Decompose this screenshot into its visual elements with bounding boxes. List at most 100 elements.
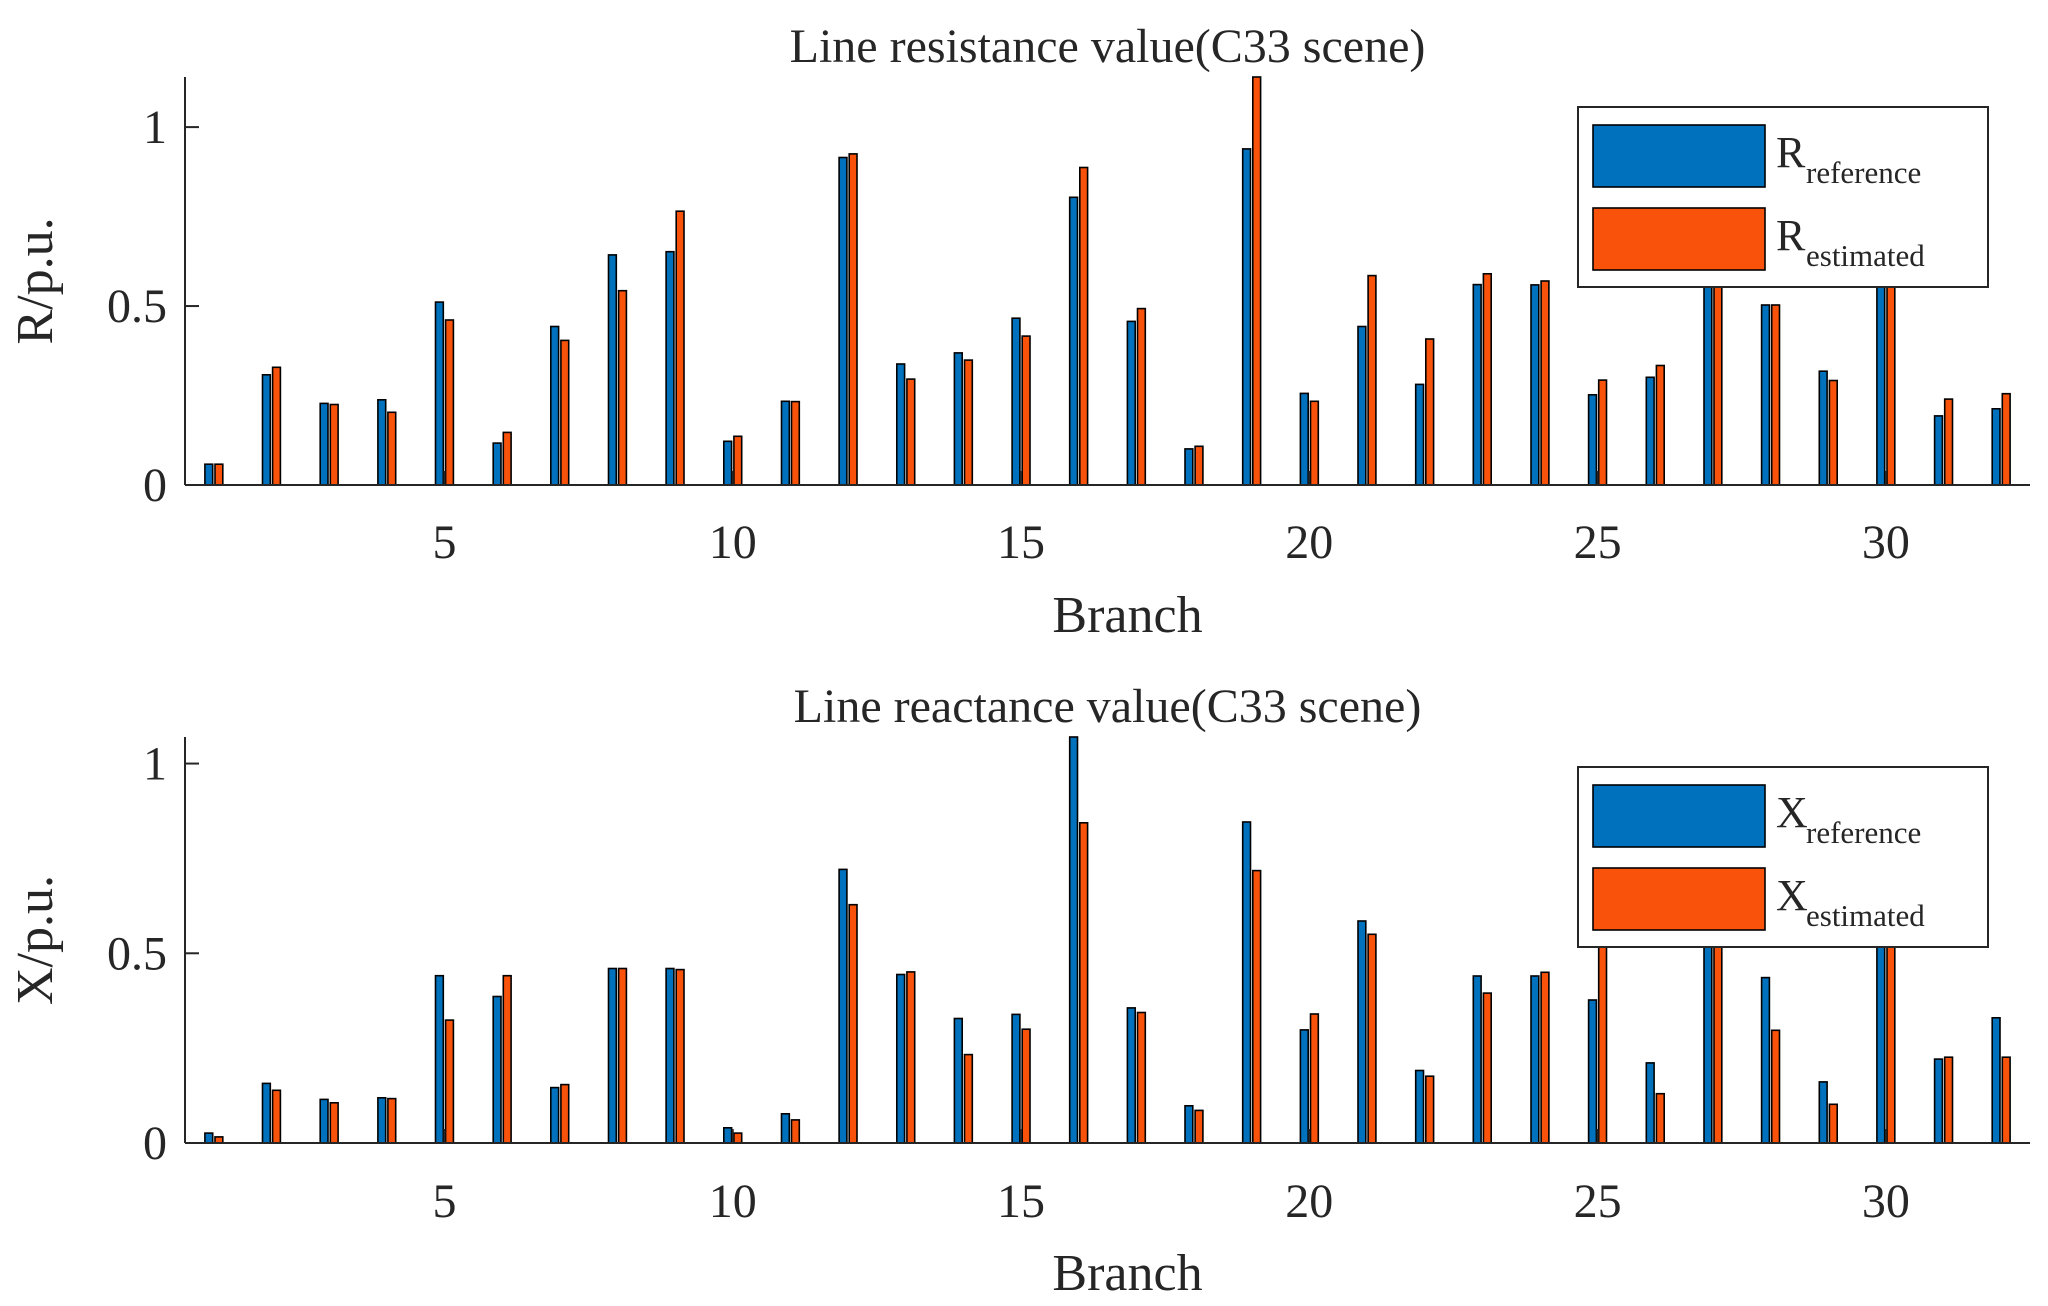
bar-X_reference-32 bbox=[1991, 1016, 2001, 1144]
x-tick-label: 5 bbox=[432, 516, 456, 569]
bar-X_estimated-4 bbox=[387, 1097, 397, 1144]
x-tick-label: 25 bbox=[1574, 516, 1622, 569]
reactance-chart: Line reactance value(C33 scene)00.515 10 1… bbox=[7, 680, 2030, 1302]
bar-X_estimated-29 bbox=[1828, 1103, 1839, 1144]
bar-X_estimated-31 bbox=[1943, 1056, 1954, 1144]
bar-X_estimated-11 bbox=[790, 1119, 801, 1144]
bar-R_reference-13 bbox=[895, 363, 906, 486]
bar-R_reference-22 bbox=[1414, 383, 1425, 486]
legend-label-sub: estimated bbox=[1806, 238, 1925, 273]
bar-X_estimated-23 bbox=[1482, 992, 1493, 1144]
y-tick-label: 0.5 bbox=[107, 927, 167, 980]
bar-X_estimated-7 bbox=[560, 1083, 570, 1144]
bar-X_reference-9 bbox=[665, 967, 675, 1144]
bar-X_estimated-19 bbox=[1252, 869, 1262, 1144]
bar-R_reference-28 bbox=[1760, 304, 1771, 486]
bar-R_reference-7 bbox=[549, 325, 560, 486]
x-tick-label: 30 bbox=[1862, 516, 1910, 569]
bar-X_reference-5 bbox=[434, 974, 445, 1144]
bar-X_estimated-30 bbox=[1886, 933, 1896, 1144]
bar-R_estimated-19 bbox=[1252, 76, 1262, 486]
bar-R_reference-12 bbox=[838, 156, 848, 486]
bar-R_estimated-1 bbox=[214, 463, 224, 486]
bar-R_reference-20 bbox=[1299, 392, 1310, 486]
bar-X_reference-21 bbox=[1357, 920, 1367, 1144]
bar-X_reference-11 bbox=[780, 1113, 791, 1144]
x-tick-label: 10 bbox=[709, 1175, 757, 1228]
bar-X_estimated-27 bbox=[1713, 933, 1723, 1144]
bar-R_estimated-28 bbox=[1770, 304, 1781, 486]
legend-label-sub: reference bbox=[1806, 815, 1921, 850]
bar-X_estimated-20 bbox=[1309, 1013, 1320, 1144]
bar-R_reference-18 bbox=[1184, 448, 1194, 486]
bar-R_reference-29 bbox=[1818, 370, 1828, 486]
x-tick-label: 25 bbox=[1574, 1175, 1622, 1228]
bar-X_estimated-18 bbox=[1194, 1109, 1204, 1144]
bar-X_estimated-13 bbox=[906, 971, 916, 1144]
legend-swatch-X_reference bbox=[1592, 784, 1766, 848]
legend-label-main: R bbox=[1776, 128, 1806, 177]
bar-X_estimated-21 bbox=[1367, 933, 1377, 1144]
bar-R_estimated-2 bbox=[271, 366, 282, 486]
bar-X_reference-25 bbox=[1587, 999, 1598, 1144]
bar-R_reference-27 bbox=[1703, 269, 1713, 486]
bar-X_estimated-28 bbox=[1770, 1029, 1781, 1144]
x-tick-label: 5 bbox=[432, 1175, 456, 1228]
bar-R_reference-1 bbox=[204, 463, 214, 486]
y-axis-label: R/p.u. bbox=[7, 217, 64, 344]
chart-title: Line resistance value(C33 scene) bbox=[790, 20, 1426, 73]
bar-R_estimated-12 bbox=[848, 153, 858, 486]
legend-label-sub: reference bbox=[1806, 155, 1921, 190]
legend-swatch-R_estimated bbox=[1592, 207, 1766, 271]
x-tick-label: 15 bbox=[997, 516, 1045, 569]
bar-X_reference-24 bbox=[1530, 975, 1540, 1144]
bar-R_reference-16 bbox=[1068, 196, 1079, 486]
bar-X_estimated-3 bbox=[329, 1102, 339, 1144]
bar-R_reference-32 bbox=[1991, 407, 2001, 486]
bar-R_reference-14 bbox=[953, 352, 964, 486]
bar-R_estimated-7 bbox=[560, 339, 570, 486]
bar-R_estimated-15 bbox=[1021, 335, 1031, 486]
y-tick-label: 1 bbox=[143, 101, 167, 154]
bar-X_reference-6 bbox=[492, 995, 502, 1144]
bar-R_estimated-31 bbox=[1943, 398, 1954, 486]
legend-swatch-X_estimated bbox=[1592, 867, 1766, 931]
bar-X_reference-31 bbox=[1933, 1058, 1944, 1144]
bar-R_estimated-4 bbox=[387, 411, 397, 486]
y-tick-label: 0 bbox=[143, 1117, 167, 1170]
x-tick-label: 30 bbox=[1862, 1175, 1910, 1228]
bar-X_reference-28 bbox=[1760, 976, 1771, 1144]
bar-X_reference-19 bbox=[1241, 821, 1252, 1144]
bar-R_estimated-5 bbox=[444, 319, 455, 486]
bar-X_estimated-14 bbox=[963, 1053, 974, 1144]
bar-X_estimated-2 bbox=[271, 1089, 282, 1144]
legend-label-main: X bbox=[1776, 788, 1808, 837]
bar-X_estimated-12 bbox=[848, 903, 858, 1144]
bar-X_reference-15 bbox=[1011, 1013, 1021, 1144]
bar-R_estimated-26 bbox=[1655, 364, 1666, 486]
bar-X_reference-18 bbox=[1184, 1105, 1194, 1144]
bar-X_estimated-26 bbox=[1655, 1092, 1666, 1144]
bar-R_reference-30 bbox=[1876, 269, 1886, 486]
bar-X_reference-17 bbox=[1126, 1007, 1137, 1144]
bar-R_estimated-25 bbox=[1597, 379, 1608, 486]
bar-X_estimated-17 bbox=[1136, 1011, 1147, 1144]
bar-R_estimated-9 bbox=[675, 210, 685, 486]
bar-R_estimated-14 bbox=[963, 359, 974, 486]
bar-R_estimated-8 bbox=[617, 289, 628, 486]
bar-X_reference-30 bbox=[1876, 933, 1886, 1144]
bar-R_estimated-29 bbox=[1828, 379, 1839, 486]
bar-R_reference-19 bbox=[1241, 148, 1252, 486]
bar-R_estimated-13 bbox=[906, 378, 916, 486]
bar-X_estimated-32 bbox=[2001, 1056, 2011, 1144]
bar-X_estimated-8 bbox=[617, 967, 628, 1144]
bar-R_reference-15 bbox=[1011, 317, 1021, 486]
legend-label-sub: estimated bbox=[1806, 898, 1925, 933]
bar-X_reference-8 bbox=[607, 967, 618, 1144]
bar-R_estimated-27 bbox=[1713, 269, 1723, 486]
bar-X_reference-3 bbox=[319, 1098, 329, 1144]
x-tick-label: 20 bbox=[1285, 1175, 1333, 1228]
bar-X_reference-13 bbox=[895, 973, 906, 1144]
bar-R_estimated-21 bbox=[1367, 274, 1377, 486]
